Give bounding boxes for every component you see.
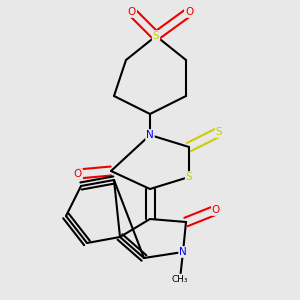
Text: S: S bbox=[186, 172, 192, 182]
Text: N: N bbox=[179, 247, 187, 257]
Text: S: S bbox=[216, 127, 222, 137]
Text: O: O bbox=[185, 7, 193, 17]
Text: CH₃: CH₃ bbox=[172, 274, 188, 284]
Text: O: O bbox=[128, 7, 136, 17]
Text: N: N bbox=[146, 130, 154, 140]
Text: S: S bbox=[153, 31, 159, 41]
Text: O: O bbox=[74, 169, 82, 179]
Text: O: O bbox=[212, 205, 220, 215]
